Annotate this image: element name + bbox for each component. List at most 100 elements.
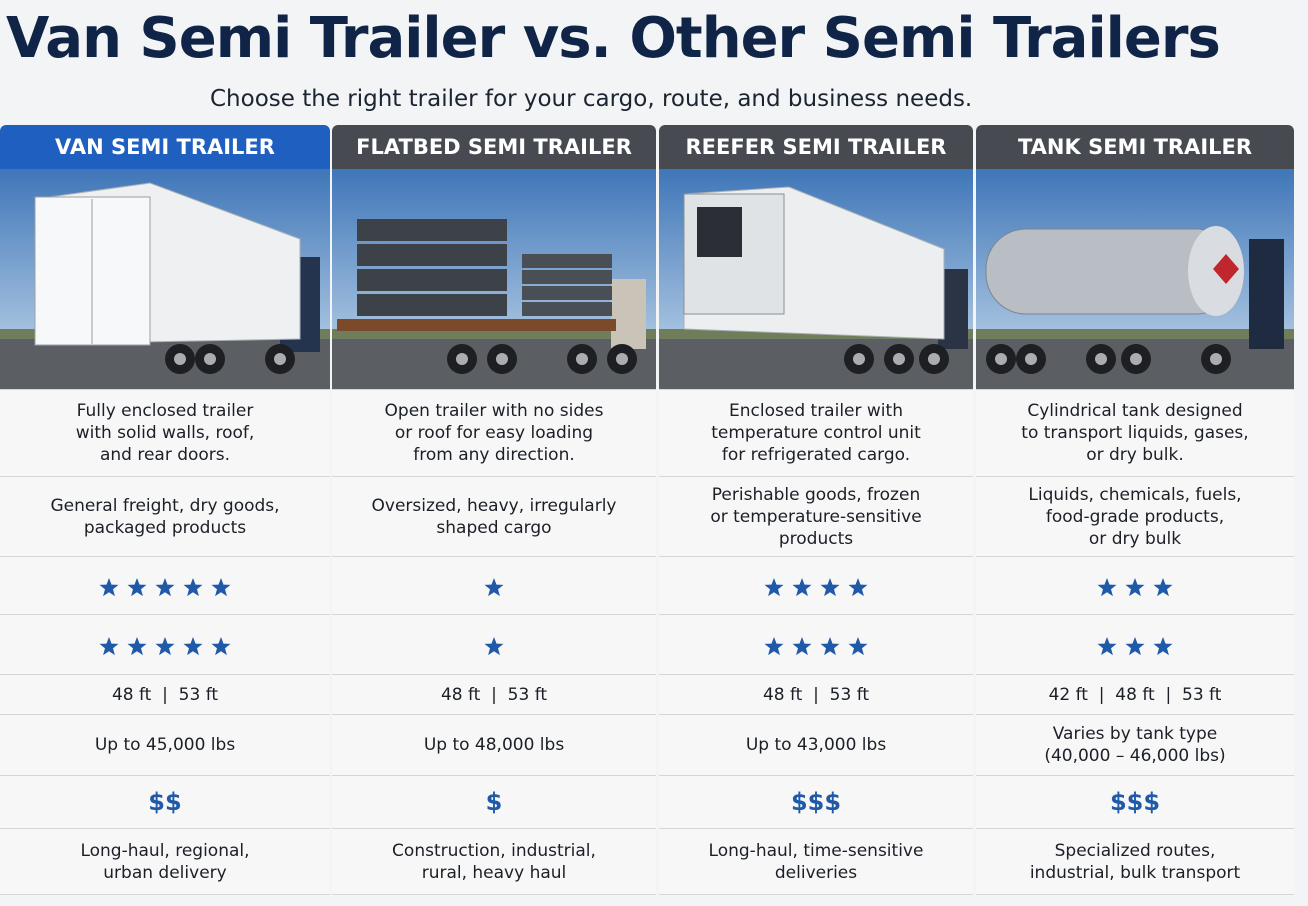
rating-stars xyxy=(99,578,231,597)
best-for-line: products xyxy=(778,528,854,549)
rating-stars xyxy=(1097,578,1173,597)
photo-part xyxy=(522,270,612,284)
column-header: VAN SEMI TRAILER xyxy=(0,125,330,169)
photo-part xyxy=(611,279,646,349)
rating-cell xyxy=(332,615,656,675)
star xyxy=(1097,637,1117,656)
rating-stars xyxy=(484,578,504,597)
star-rating xyxy=(1097,578,1173,597)
uses-line: Construction, industrial, xyxy=(392,840,596,861)
rating-cell xyxy=(976,615,1294,675)
length-text: 48 ft | 53 ft xyxy=(762,684,870,705)
description-line: Fully enclosed trailer xyxy=(76,401,254,421)
star xyxy=(820,578,840,597)
photo-part xyxy=(1130,353,1142,365)
cost-text: $$$ xyxy=(1109,788,1161,816)
rating-cell xyxy=(0,557,330,615)
best-for-line: or temperature-sensitive xyxy=(710,506,922,527)
description-line: or roof for easy loading xyxy=(394,423,594,443)
photo-part xyxy=(332,329,656,341)
best-for-line: packaged products xyxy=(83,517,247,538)
best-for-line: Perishable goods, frozen xyxy=(711,484,921,505)
best-for-line: Oversized, heavy, irregularly xyxy=(371,495,617,516)
description-line: Cylindrical tank designed xyxy=(1027,401,1243,421)
title: Van Semi Trailer vs. Other Semi Trailers xyxy=(6,6,1221,71)
photo-part xyxy=(522,254,612,268)
capacity-cell: Up to 48,000 lbs xyxy=(332,715,656,776)
star xyxy=(848,578,868,597)
best_for-cell: Liquids, chemicals, fuels, food-grade pro… xyxy=(976,477,1294,557)
lengths-cell: 48 ft | 53 ft xyxy=(332,675,656,715)
uses-cell: Construction, industrial, rural, heavy ha… xyxy=(332,829,656,895)
best_for-cell: General freight, dry goods, packaged prod… xyxy=(0,477,330,557)
description-line: with solid walls, roof, xyxy=(75,423,255,443)
uses-cell: Specialized routes, industrial, bulk tran… xyxy=(976,829,1294,895)
rating-cell xyxy=(332,557,656,615)
header-text: TANK SEMI TRAILER xyxy=(1017,135,1253,159)
star xyxy=(764,578,784,597)
rating-cell xyxy=(659,557,973,615)
photo-part xyxy=(174,353,186,365)
uses-line: Long-haul, time-sensitive xyxy=(708,840,924,861)
capacity-line: Up to 45,000 lbs xyxy=(94,735,236,755)
cost-text: $$$ xyxy=(790,788,842,816)
trailer-image xyxy=(332,169,656,389)
photo-part xyxy=(357,244,507,266)
uses-line: urban delivery xyxy=(103,862,227,883)
header-text: FLATBED SEMI TRAILER xyxy=(356,135,632,159)
star xyxy=(792,637,812,656)
cost-cell: $$$ xyxy=(976,776,1294,829)
best_for-cell: Oversized, heavy, irregularly shaped carg… xyxy=(332,477,656,557)
photo-part xyxy=(522,286,612,300)
star xyxy=(1097,578,1117,597)
description-line: Enclosed trailer with xyxy=(729,401,903,421)
star-rating xyxy=(1097,637,1173,656)
description-line: Open trailer with no sides xyxy=(384,401,604,421)
cost-cell: $ xyxy=(332,776,656,829)
uses-line: Specialized routes, xyxy=(1054,840,1216,861)
photo-part xyxy=(1213,254,1239,284)
photo-part xyxy=(616,353,628,365)
subtitle: Choose the right trailer for your cargo,… xyxy=(210,86,973,112)
photo-part xyxy=(274,353,286,365)
description-cell: Cylindrical tank designed to transport li… xyxy=(976,390,1294,477)
capacity-cell: Varies by tank type (40,000 – 46,000 lbs) xyxy=(976,715,1294,776)
trailer-photo xyxy=(976,169,1294,390)
column-header: FLATBED SEMI TRAILER xyxy=(332,125,656,169)
star-rating xyxy=(99,637,231,656)
description-line: for refrigerated cargo. xyxy=(721,445,911,465)
description-line: and rear doors. xyxy=(99,445,231,465)
photo-part xyxy=(337,319,616,331)
best-for-line: or dry bulk xyxy=(1088,528,1182,549)
star xyxy=(155,578,175,597)
description-line: temperature control unit xyxy=(711,423,921,443)
rating-stars xyxy=(99,637,231,656)
column-header: REEFER SEMI TRAILER xyxy=(659,125,973,169)
star xyxy=(1125,637,1145,656)
uses-line: rural, heavy haul xyxy=(421,862,567,883)
capacity-cell: Up to 45,000 lbs xyxy=(0,715,330,776)
trailer-image xyxy=(976,169,1294,389)
photo-part xyxy=(1025,353,1037,365)
photo-part xyxy=(357,294,507,316)
star xyxy=(792,578,812,597)
photo-part xyxy=(357,269,507,291)
photo-part xyxy=(456,353,468,365)
description-line: or dry bulk. xyxy=(1086,445,1184,465)
cost-text: $$ xyxy=(148,788,182,816)
rating-stars xyxy=(1097,637,1173,656)
star xyxy=(820,637,840,656)
photo-part xyxy=(995,353,1007,365)
photo-part xyxy=(976,329,1294,341)
star xyxy=(1153,578,1173,597)
photo-part xyxy=(1095,353,1107,365)
star-rating xyxy=(484,578,504,597)
rating-stars xyxy=(764,578,868,597)
star xyxy=(848,637,868,656)
star xyxy=(127,578,147,597)
description-cell: Fully enclosed trailer with solid walls, … xyxy=(0,390,330,477)
star xyxy=(484,578,504,597)
rating-cell xyxy=(0,615,330,675)
star-rating xyxy=(99,578,231,597)
cost-cell: $$ xyxy=(0,776,330,829)
